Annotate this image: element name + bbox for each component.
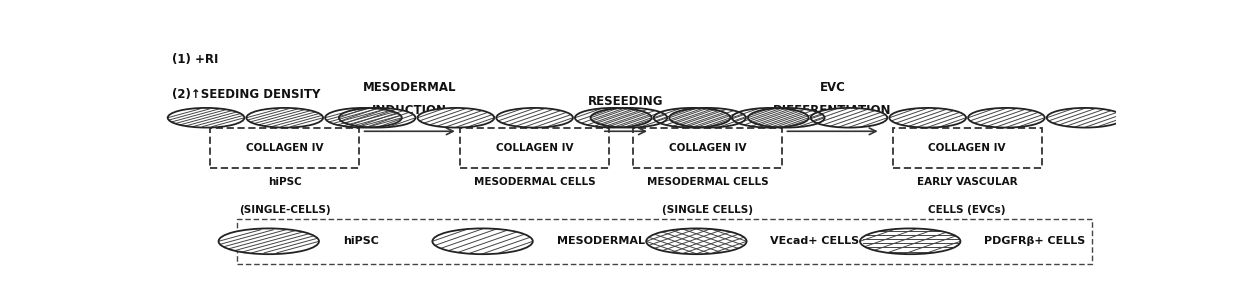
- Text: hiPSC: hiPSC: [342, 236, 378, 246]
- Text: EVC: EVC: [820, 81, 846, 94]
- Text: DIFFERENTIATION: DIFFERENTIATION: [774, 104, 892, 117]
- Ellipse shape: [861, 228, 961, 254]
- Ellipse shape: [653, 108, 730, 128]
- Text: MESODERMAL CELLS: MESODERMAL CELLS: [647, 177, 769, 187]
- Bar: [634, 128, 782, 168]
- Ellipse shape: [889, 108, 966, 128]
- Ellipse shape: [496, 108, 573, 128]
- Ellipse shape: [325, 108, 402, 128]
- Bar: [893, 128, 1042, 168]
- Text: COLLAGEN IV: COLLAGEN IV: [496, 143, 573, 153]
- Text: PDGFRβ+ CELLS: PDGFRβ+ CELLS: [985, 236, 1085, 246]
- Text: MESODERMAL: MESODERMAL: [363, 81, 456, 94]
- Text: COLLAGEN IV: COLLAGEN IV: [246, 143, 324, 153]
- Ellipse shape: [418, 108, 495, 128]
- Text: (SINGLE-CELLS): (SINGLE-CELLS): [239, 205, 331, 215]
- Text: (SINGLE CELLS): (SINGLE CELLS): [662, 205, 753, 215]
- Text: VEcad+ CELLS: VEcad+ CELLS: [770, 236, 859, 246]
- Ellipse shape: [575, 108, 652, 128]
- Ellipse shape: [167, 108, 244, 128]
- Text: MESODERMAL CELLS: MESODERMAL CELLS: [474, 177, 595, 187]
- Ellipse shape: [748, 108, 825, 128]
- Text: (2)↑SEEDING DENSITY: (2)↑SEEDING DENSITY: [172, 88, 321, 101]
- Ellipse shape: [811, 108, 888, 128]
- Text: COLLAGEN IV: COLLAGEN IV: [668, 143, 746, 153]
- Text: CELLS (EVCs): CELLS (EVCs): [929, 205, 1006, 215]
- Text: (1) +RI: (1) +RI: [172, 53, 218, 66]
- Ellipse shape: [646, 228, 746, 254]
- Text: EARLY VASCULAR: EARLY VASCULAR: [916, 177, 1017, 187]
- Text: MESODERMAL CELLS: MESODERMAL CELLS: [557, 236, 686, 246]
- Ellipse shape: [1126, 108, 1202, 128]
- Ellipse shape: [732, 108, 808, 128]
- Text: hiPSC: hiPSC: [268, 177, 301, 187]
- Text: INDUCTION: INDUCTION: [372, 104, 448, 117]
- Ellipse shape: [1047, 108, 1123, 128]
- Ellipse shape: [968, 108, 1045, 128]
- Bar: [237, 219, 1092, 264]
- Bar: [460, 128, 609, 168]
- Ellipse shape: [218, 228, 319, 254]
- Ellipse shape: [247, 108, 324, 128]
- Ellipse shape: [339, 108, 415, 128]
- Text: RESEEDING: RESEEDING: [588, 95, 663, 108]
- Ellipse shape: [590, 108, 667, 128]
- Ellipse shape: [433, 228, 533, 254]
- Ellipse shape: [670, 108, 746, 128]
- Text: COLLAGEN IV: COLLAGEN IV: [929, 143, 1006, 153]
- Bar: [211, 128, 360, 168]
